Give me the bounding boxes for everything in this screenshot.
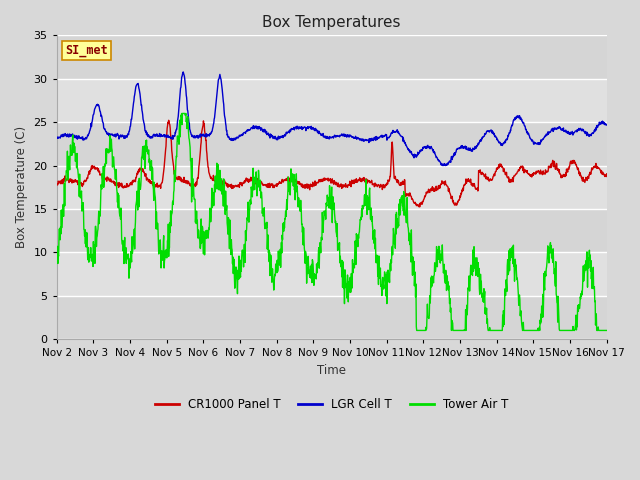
Text: SI_met: SI_met: [65, 45, 108, 58]
X-axis label: Time: Time: [317, 364, 346, 377]
Bar: [57, 209, 607, 252]
Bar: [57, 296, 607, 339]
Legend: CR1000 Panel T, LGR Cell T, Tower Air T: CR1000 Panel T, LGR Cell T, Tower Air T: [150, 394, 513, 416]
Bar: [57, 122, 607, 166]
Bar: [57, 36, 607, 79]
Title: Box Temperatures: Box Temperatures: [262, 15, 401, 30]
Y-axis label: Box Temperature (C): Box Temperature (C): [15, 126, 28, 248]
